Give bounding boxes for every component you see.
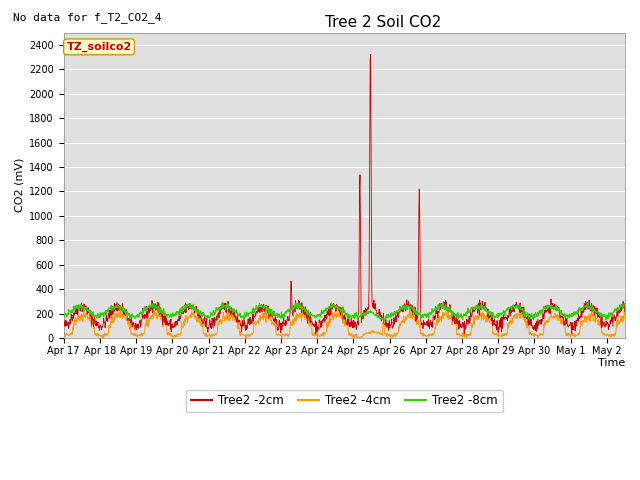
- X-axis label: Time: Time: [598, 359, 625, 369]
- Text: TZ_soilco2: TZ_soilco2: [67, 42, 132, 52]
- Y-axis label: CO2 (mV): CO2 (mV): [15, 158, 25, 213]
- Title: Tree 2 Soil CO2: Tree 2 Soil CO2: [326, 15, 442, 30]
- Text: No data for f_T2_CO2_4: No data for f_T2_CO2_4: [13, 12, 161, 23]
- Legend: Tree2 -2cm, Tree2 -4cm, Tree2 -8cm: Tree2 -2cm, Tree2 -4cm, Tree2 -8cm: [186, 390, 502, 412]
